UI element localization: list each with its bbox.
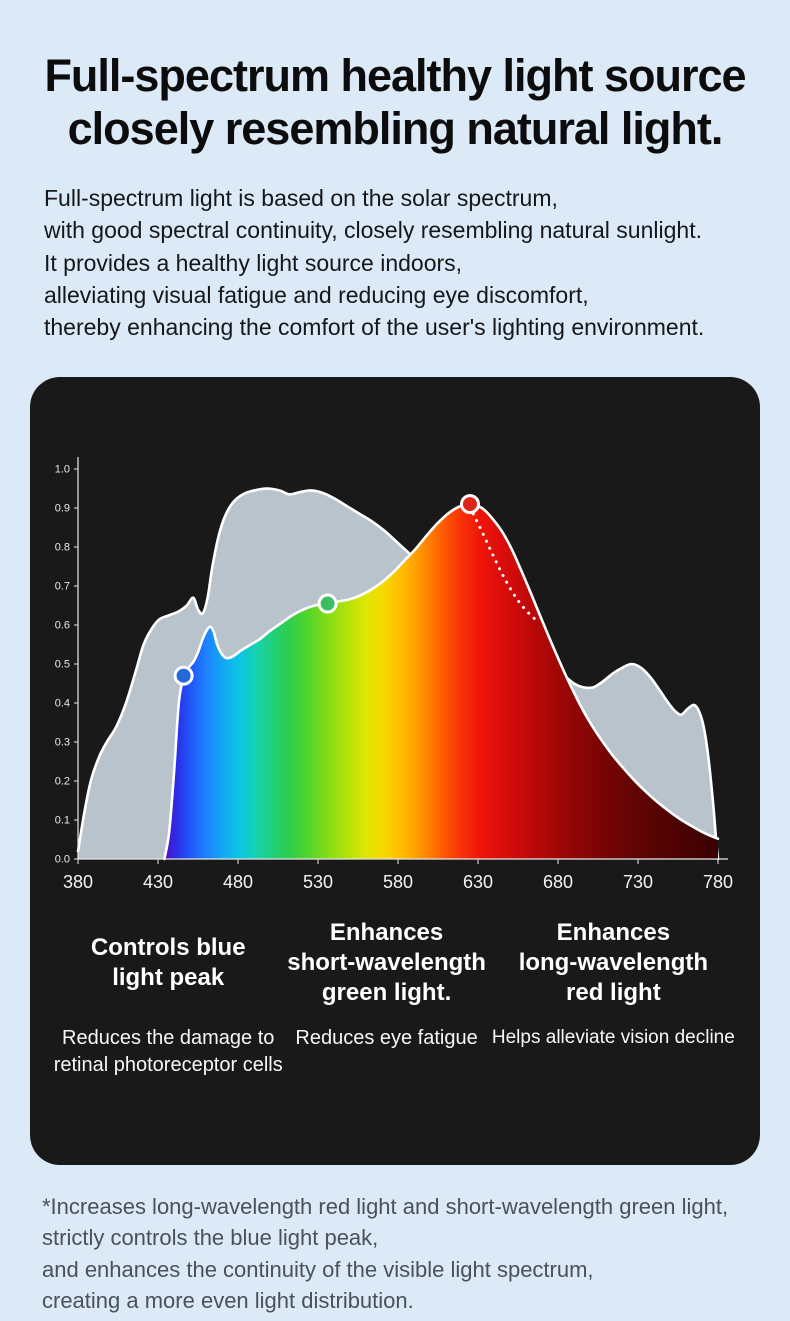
title-line-1: Full-spectrum healthy light source	[44, 50, 746, 101]
svg-text:480: 480	[223, 872, 253, 892]
annotation-red-light: Enhances long-wavelength red light Helps…	[489, 913, 738, 1078]
chart-annotations: Controls blue light peak Reduces the dam…	[30, 899, 760, 1078]
svg-text:630: 630	[463, 872, 493, 892]
svg-text:0.1: 0.1	[55, 815, 70, 827]
footnote-line: strictly controls the blue light peak,	[42, 1225, 379, 1251]
intro-text: Full-spectrum light is based on the sola…	[44, 182, 770, 343]
svg-text:0.0: 0.0	[55, 854, 70, 866]
svg-text:730: 730	[623, 872, 653, 892]
annotation-subtext: Helps alleviate vision decline	[491, 1027, 735, 1049]
annotation-heading: Enhances long-wavelength red light	[518, 918, 709, 1007]
footnote-text: *Increases long-wavelength red light and…	[42, 1191, 770, 1321]
footnote-line: and enhances the continuity of the visib…	[42, 1256, 594, 1282]
annotation-blue-light: Controls blue light peak Reduces the dam…	[52, 913, 284, 1078]
intro-line: It provides a healthy light source indoo…	[44, 249, 463, 276]
svg-text:0.3: 0.3	[55, 737, 70, 749]
spectrum-chart: 0.0 0.1 0.2 0.3 0.4 0.5 0.6 0.7 0.8 0.9 1.0 380 430 4…	[55, 457, 733, 892]
footnote-line: This helps to create a healthier lightin…	[42, 1316, 770, 1321]
svg-text:530: 530	[303, 872, 333, 892]
page-title: Full-spectrum healthy light source close…	[0, 50, 790, 155]
intro-line: Full-spectrum light is based on the sola…	[44, 185, 558, 212]
svg-text:0.8: 0.8	[55, 542, 70, 554]
title-line-2: closely resembling natural light.	[67, 102, 724, 154]
footnote-line: *Increases long-wavelength red light and…	[42, 1194, 729, 1220]
svg-text:430: 430	[143, 872, 173, 892]
svg-text:0.5: 0.5	[55, 659, 70, 671]
svg-text:0.2: 0.2	[55, 776, 70, 788]
svg-text:380: 380	[63, 872, 93, 892]
annotation-heading: Enhances short-wavelength green light.	[287, 918, 486, 1007]
svg-text:680: 680	[543, 872, 573, 892]
annotation-subtext: Reduces eye fatigue	[295, 1027, 478, 1050]
svg-text:580: 580	[383, 872, 413, 892]
svg-text:0.4: 0.4	[55, 698, 70, 710]
intro-line: with good spectral continuity, closely r…	[44, 217, 702, 244]
svg-text:0.6: 0.6	[55, 620, 70, 632]
spectrum-card: 0.0 0.1 0.2 0.3 0.4 0.5 0.6 0.7 0.8 0.9 1.0 380 430 4…	[30, 377, 760, 1166]
svg-text:1.0: 1.0	[55, 464, 70, 476]
svg-text:0.9: 0.9	[55, 503, 70, 515]
annotation-subtext: Reduces the damage to retinal photorecep…	[53, 1027, 283, 1076]
intro-line: thereby enhancing the comfort of the use…	[44, 314, 705, 341]
annotation-green-light: Enhances short-wavelength green light. R…	[284, 913, 488, 1078]
intro-line: alleviating visual fatigue and reducing …	[44, 281, 589, 308]
svg-text:780: 780	[703, 872, 733, 892]
svg-text:0.7: 0.7	[55, 581, 70, 593]
footnote-line: creating a more even light distribution.	[42, 1287, 414, 1313]
annotation-heading: Controls blue light peak	[90, 933, 246, 992]
